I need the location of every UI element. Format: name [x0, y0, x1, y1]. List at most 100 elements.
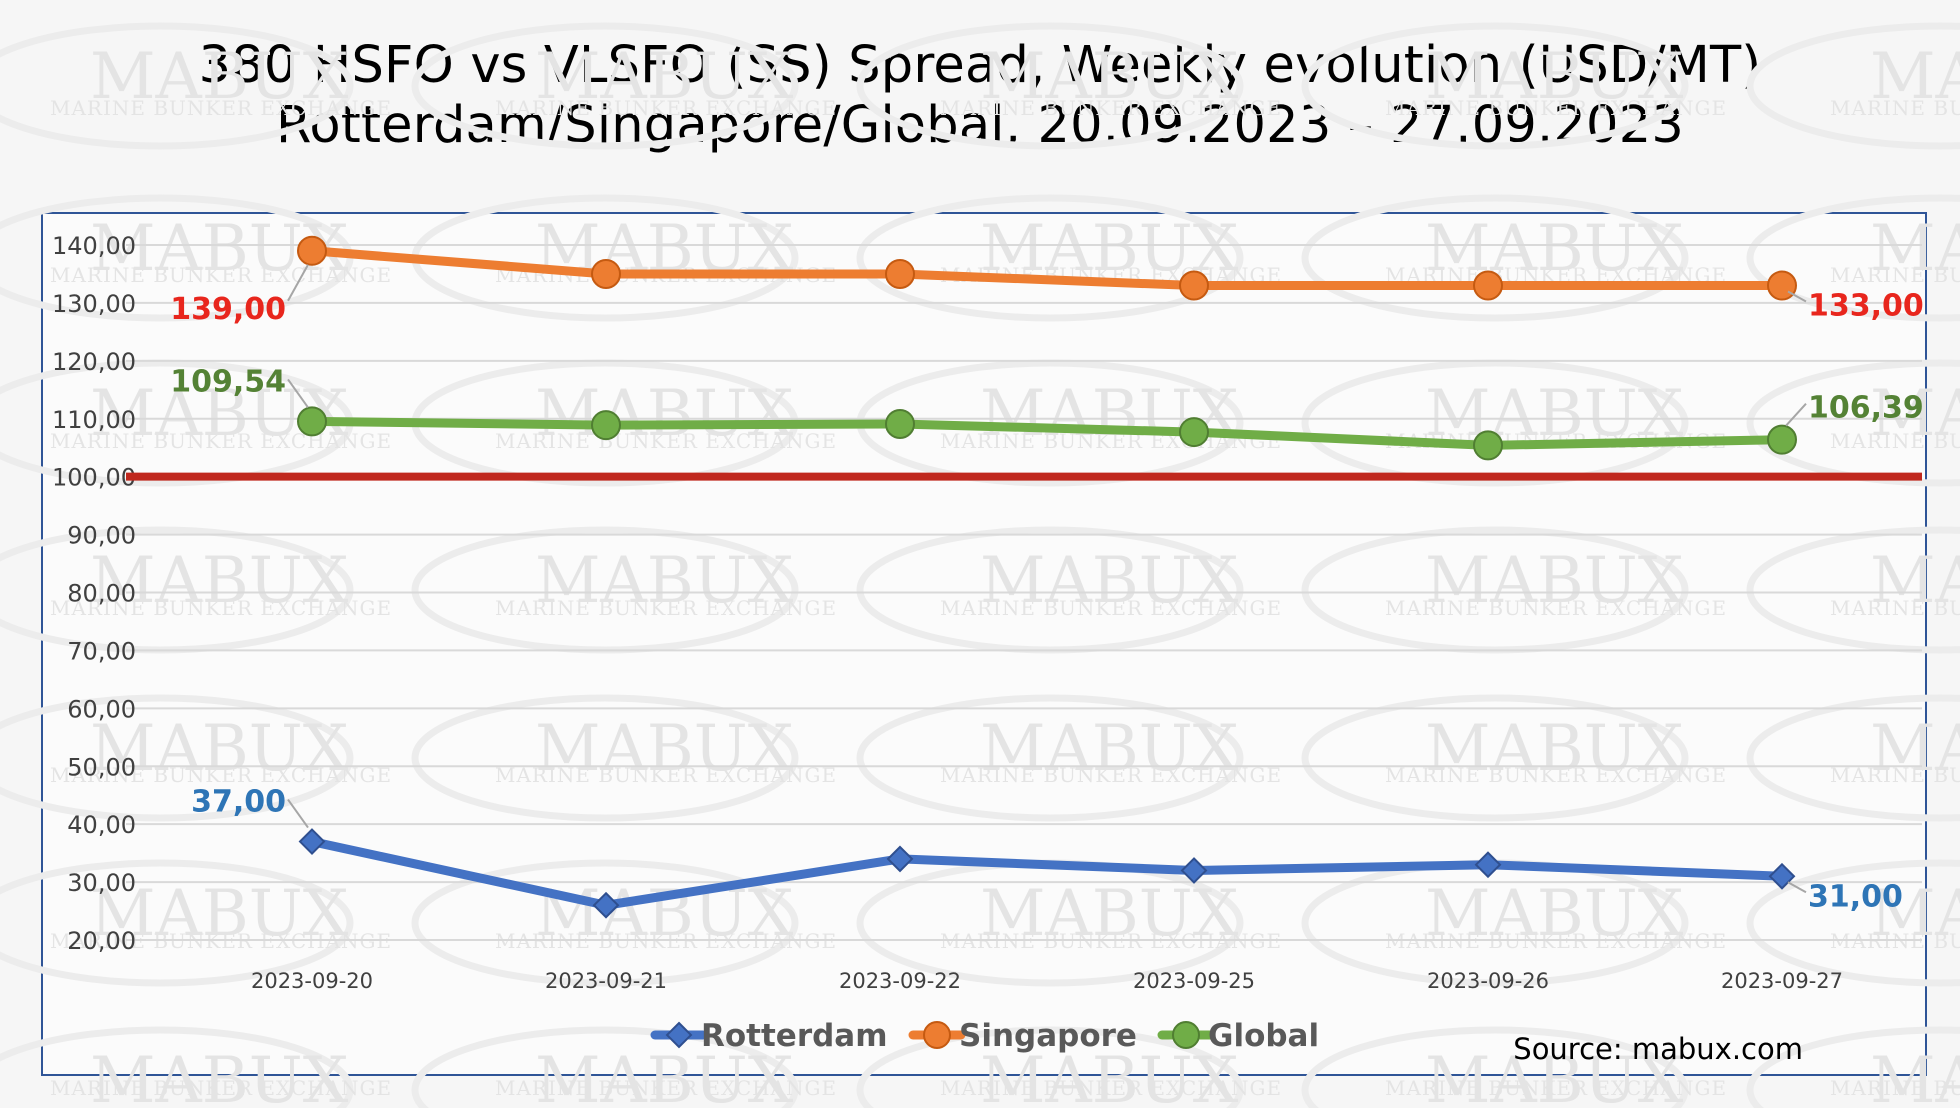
- global-point: [297, 406, 327, 437]
- watermark-swoosh: [1301, 194, 1689, 322]
- watermark-brand: MABUX: [90, 712, 349, 786]
- watermark-swoosh: [856, 194, 1244, 322]
- watermark-brand: MABUX: [1425, 544, 1684, 618]
- singapore-series-line: [307, 246, 1787, 291]
- watermark-swoosh: [1746, 22, 1960, 150]
- y-tick-label: 90,00: [67, 522, 136, 550]
- y-tick-label: 50,00: [67, 753, 136, 781]
- x-tick-label: 2023-09-25: [1133, 969, 1255, 993]
- x-tick-label: 2023-09-27: [1721, 969, 1843, 993]
- watermark-swoosh: [1301, 359, 1689, 487]
- watermark-swoosh: [1746, 359, 1960, 487]
- watermark-brand: MABUX: [90, 877, 349, 951]
- watermark-swoosh: [1746, 859, 1960, 987]
- y-tick-label: 60,00: [67, 695, 136, 723]
- global-data-label: 106,39: [1808, 391, 1924, 426]
- singapore-point: [1179, 270, 1209, 301]
- y-tick-label: 100,00: [52, 464, 136, 492]
- legend-singapore-label: Singapore: [959, 1018, 1137, 1054]
- watermark-subtitle: MARINE BUNKER EXCHANGE: [495, 1076, 837, 1100]
- watermark-subtitle: MARINE BUNKER EXCHANGE: [1830, 429, 1960, 453]
- watermark-brand: MABUX: [535, 1044, 794, 1108]
- watermark-swoosh: [411, 1026, 799, 1108]
- x-tick-label: 2023-09-22: [839, 969, 961, 993]
- watermark-subtitle: MARINE BUNKER EXCHANGE: [495, 596, 837, 620]
- watermark-brand: MABUX: [535, 877, 794, 951]
- rotterdam-point: [1180, 857, 1208, 884]
- singapore-point: [591, 258, 621, 289]
- watermark-swoosh: [411, 859, 799, 987]
- watermark-swoosh: [411, 22, 799, 150]
- rotterdam-point: [298, 828, 326, 855]
- y-tick-label: 120,00: [52, 348, 136, 376]
- legend-global-marker: [1172, 1021, 1200, 1049]
- global-label-leader: [287, 378, 309, 408]
- watermark-brand: MABUX: [1425, 212, 1684, 286]
- global-point: [885, 408, 915, 439]
- watermark-swoosh: [1301, 694, 1689, 822]
- watermark-brand: MABUX: [1425, 877, 1684, 951]
- watermark-subtitle: MARINE BUNKER EXCHANGE: [50, 263, 392, 287]
- singapore-point: [297, 235, 327, 266]
- watermark-swoosh: [856, 22, 1244, 150]
- global-point: [1473, 430, 1503, 461]
- watermark-brand: MABUX: [535, 544, 794, 618]
- watermark-brand: MABUX: [90, 1044, 349, 1108]
- watermark-brand: MABUX: [980, 712, 1239, 786]
- rotterdam-data-label: 31,00: [1808, 879, 1903, 914]
- watermark-subtitle: MARINE BUNKER EXCHANGE: [1830, 263, 1960, 287]
- singapore-point: [1473, 270, 1503, 301]
- watermark-subtitle: MARINE BUNKER EXCHANGE: [1385, 1076, 1727, 1100]
- y-tick-label: 40,00: [67, 811, 136, 839]
- watermark-swoosh: [0, 859, 354, 987]
- watermark-brand: MABUX: [535, 40, 794, 114]
- global-data-label: 109,54: [170, 364, 286, 399]
- watermark-swoosh: [856, 1026, 1244, 1108]
- watermark-subtitle: MARINE BUNKER EXCHANGE: [940, 96, 1282, 120]
- watermark-brand: MABUX: [1870, 377, 1960, 451]
- source-label: Source: mabux.com: [1513, 1032, 1803, 1066]
- watermark-subtitle: MARINE BUNKER EXCHANGE: [940, 596, 1282, 620]
- watermark-subtitle: MARINE BUNKER EXCHANGE: [50, 596, 392, 620]
- global-point: [591, 410, 621, 441]
- watermark-brand: MABUX: [535, 712, 794, 786]
- watermark-brand: MABUX: [1870, 1044, 1960, 1108]
- watermark-brand: MABUX: [1425, 40, 1684, 114]
- y-tick-label: 70,00: [67, 637, 136, 665]
- watermark-subtitle: MARINE BUNKER EXCHANGE: [1830, 96, 1960, 120]
- watermark-subtitle: MARINE BUNKER EXCHANGE: [1830, 1076, 1960, 1100]
- watermark-brand: MABUX: [90, 40, 349, 114]
- chart-title: 380 HSFO vs VLSFO (SS) Spread, Weekly ev…: [0, 36, 1960, 156]
- global-point: [1767, 424, 1797, 455]
- watermark-brand: MABUX: [1870, 712, 1960, 786]
- rotterdam-series-line: [307, 837, 1787, 910]
- watermark-brand: MABUX: [980, 1044, 1239, 1108]
- singapore-point: [1767, 270, 1797, 301]
- watermark-brand: MABUX: [535, 377, 794, 451]
- x-tick-label: 2023-09-20: [251, 969, 373, 993]
- watermark-brand: MABUX: [1870, 40, 1960, 114]
- watermark-subtitle: MARINE BUNKER EXCHANGE: [940, 1076, 1282, 1100]
- watermark-subtitle: MARINE BUNKER EXCHANGE: [50, 96, 392, 120]
- watermark-subtitle: MARINE BUNKER EXCHANGE: [1830, 596, 1960, 620]
- watermark-swoosh: [1301, 1026, 1689, 1108]
- singapore-point: [885, 258, 915, 289]
- y-tick-label: 30,00: [67, 869, 136, 897]
- singapore-data-label: 133,00: [1808, 289, 1924, 324]
- watermark-subtitle: MARINE BUNKER EXCHANGE: [1385, 96, 1727, 120]
- rotterdam-data-label: 37,00: [191, 785, 286, 820]
- watermark-swoosh: [856, 694, 1244, 822]
- watermark-swoosh: [411, 694, 799, 822]
- watermark-swoosh: [1301, 22, 1689, 150]
- watermark-brand: MABUX: [980, 40, 1239, 114]
- watermark-brand: MABUX: [1425, 1044, 1684, 1108]
- watermark-subtitle: MARINE BUNKER EXCHANGE: [50, 429, 392, 453]
- watermark-swoosh: [0, 22, 354, 150]
- watermark-subtitle: MARINE BUNKER EXCHANGE: [50, 1076, 392, 1100]
- global-label-leader: [1785, 402, 1807, 427]
- rotterdam-label-leader: [1787, 881, 1807, 894]
- watermark-brand: MABUX: [1870, 877, 1960, 951]
- watermark-brand: MABUX: [1870, 212, 1960, 286]
- legend-rotterdam-label: Rotterdam: [701, 1018, 888, 1054]
